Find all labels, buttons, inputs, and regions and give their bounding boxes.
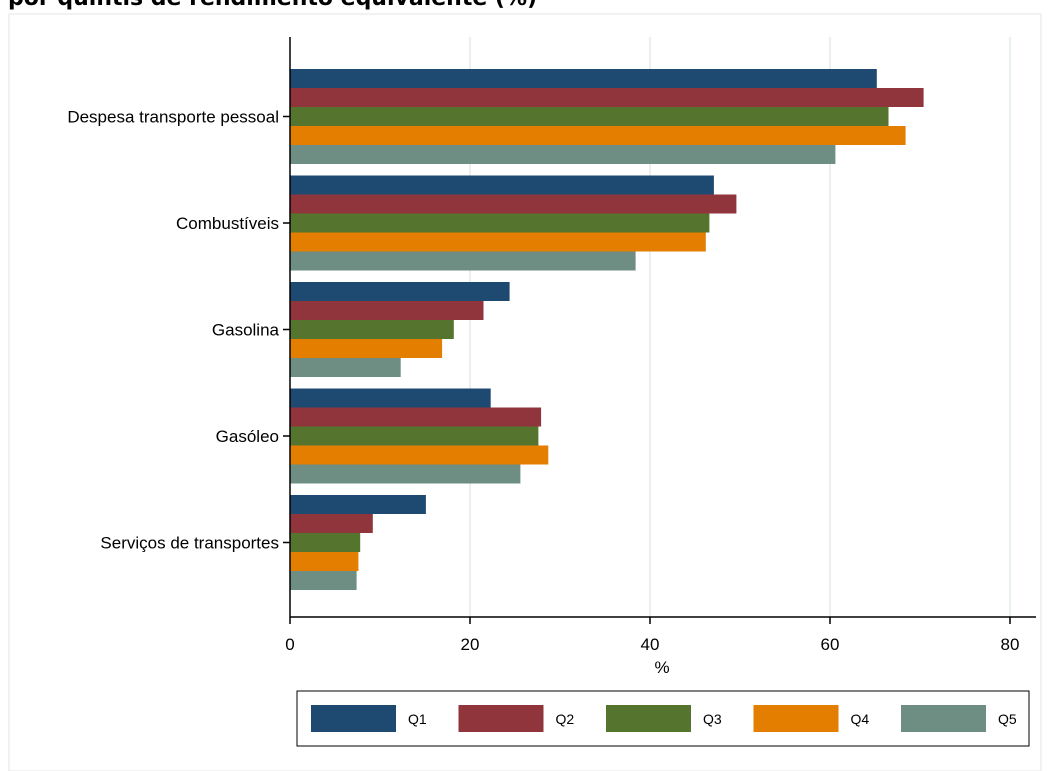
- bar-q1-0: [290, 69, 877, 88]
- legend-label-q1: Q1: [408, 711, 427, 727]
- plot-frame: [8, 13, 1042, 771]
- bar-q1-3: [290, 388, 491, 408]
- category-label-4: Serviços de transportes: [100, 534, 279, 553]
- bar-q5-2: [290, 358, 401, 377]
- bar-q4-3: [290, 445, 549, 465]
- bar-q3-1: [290, 213, 710, 233]
- category-label-2: Gasolina: [212, 321, 280, 340]
- legend-swatch-q4: [753, 705, 839, 732]
- category-label-3: Gasóleo: [216, 427, 279, 446]
- bar-q4-1: [290, 232, 706, 252]
- bar-q2-2: [290, 301, 484, 320]
- legend-swatch-q2: [458, 705, 544, 732]
- legend-label-q4: Q4: [851, 711, 870, 727]
- x-tick-label-60: 60: [821, 635, 840, 654]
- x-tick-label-40: 40: [641, 635, 660, 654]
- category-label-1: Combustíveis: [176, 214, 279, 233]
- bar-q2-0: [290, 88, 924, 107]
- category-label-0: Despesa transporte pessoal: [67, 108, 279, 127]
- bar-q1-4: [290, 495, 426, 514]
- x-axis-title: %: [654, 658, 669, 677]
- x-tick-label-20: 20: [461, 635, 480, 654]
- bar-q2-4: [290, 514, 373, 533]
- legend-swatch-q3: [606, 705, 691, 732]
- bar-q5-4: [290, 571, 357, 590]
- axes: [289, 37, 1036, 618]
- bar-q3-2: [290, 320, 454, 339]
- bar-q3-0: [290, 107, 889, 126]
- legend: Q1 Q2 Q3 Q4 Q5: [296, 690, 1030, 747]
- legend-swatch-q5: [901, 705, 986, 732]
- bar-q4-4: [290, 552, 359, 571]
- bar-q3-4: [290, 533, 361, 552]
- bar-q1-1: [290, 175, 714, 195]
- bar-q3-3: [290, 426, 539, 446]
- bar-q1-2: [290, 282, 510, 301]
- x-tick-labels: 0 20 40 60 80: [285, 617, 1019, 654]
- x-tick-label-80: 80: [1001, 635, 1020, 654]
- legend-swatch-q1: [311, 705, 396, 732]
- bar-q5-3: [290, 464, 521, 484]
- category-labels: Despesa transporte pessoal Combustíveis Ga…: [67, 108, 290, 553]
- x-tick-label-0: 0: [285, 635, 294, 654]
- bars: [290, 69, 924, 590]
- legend-label-q5: Q5: [998, 711, 1017, 727]
- legend-label-q2: Q2: [556, 711, 575, 727]
- bar-q5-0: [290, 145, 836, 164]
- bar-q2-3: [290, 407, 542, 427]
- bar-q4-0: [290, 126, 906, 145]
- legend-label-q3: Q3: [703, 711, 722, 727]
- chart-title: por quintis de rendimento equivalente (%…: [8, 0, 537, 11]
- bar-q5-1: [290, 251, 636, 271]
- bar-q2-1: [290, 194, 737, 214]
- bar-q4-2: [290, 339, 443, 358]
